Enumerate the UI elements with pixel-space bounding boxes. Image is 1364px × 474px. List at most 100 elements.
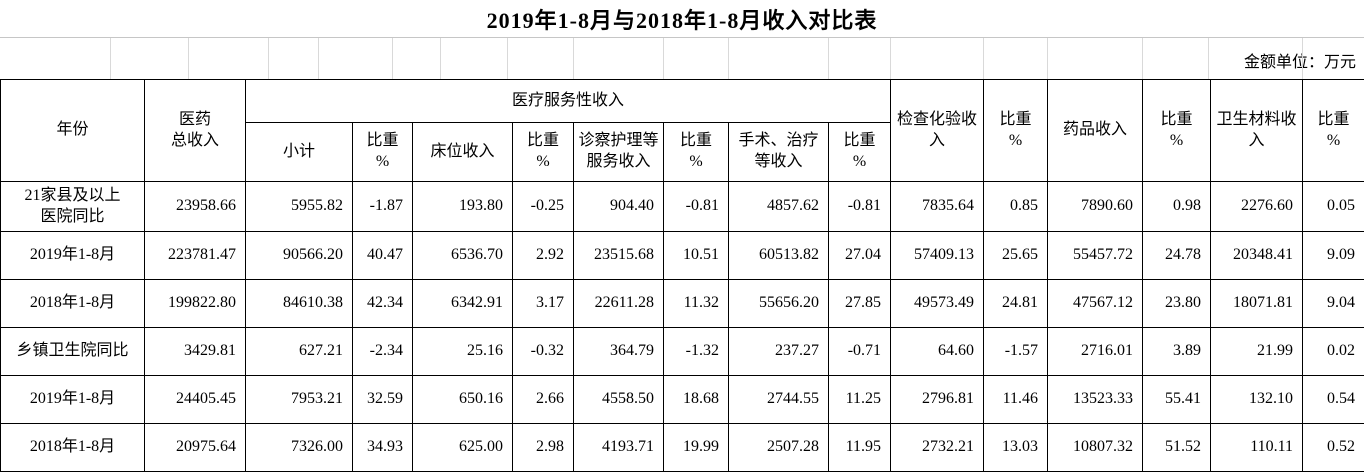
row-label: 2018年1-8月 (0, 279, 145, 328)
table-cell: 19.99 (663, 423, 729, 472)
table-cell: 27.85 (827, 279, 892, 328)
table-cell: 0.98 (1142, 181, 1212, 232)
table-cell: 0.02 (1302, 327, 1364, 376)
table-cell: -2.34 (352, 327, 413, 376)
spreadsheet-gridline (318, 38, 319, 79)
table-cell: 10807.32 (1047, 423, 1144, 472)
table-cell: 23.80 (1142, 279, 1212, 328)
page-title: 2019年1-8月与2018年1-8月收入对比表 (0, 0, 1364, 38)
row-label: 21家县及以上 医院同比 (0, 181, 145, 232)
table-cell: 7326.00 (245, 423, 353, 472)
table-row: 乡镇卫生院同比 3429.81 627.21 -2.34 25.16 -0.32 364.7… (0, 327, 1364, 376)
table-cell: 2.92 (512, 231, 574, 280)
table-row: 2018年1-8月 20975.64 7326.00 34.93 625.00 2.98 4… (0, 423, 1364, 472)
table-cell: -0.81 (663, 181, 729, 232)
spreadsheet-gridline (663, 38, 664, 79)
table-cell: 625.00 (412, 423, 513, 472)
table-cell: -1.32 (663, 327, 729, 376)
table-cell: 11.25 (827, 375, 892, 424)
col-header-year: 年份 (0, 79, 145, 182)
table-cell: 20348.41 (1210, 231, 1304, 280)
row-label: 2019年1-8月 (0, 375, 145, 424)
table-cell: 2744.55 (728, 375, 829, 424)
table-cell: 2796.81 (890, 375, 985, 424)
table-cell: 6342.91 (412, 279, 513, 328)
table-cell: 3429.81 (144, 327, 246, 376)
table-cell: 47567.12 (1047, 279, 1144, 328)
col-header-bed-revenue: 床位收入 (412, 122, 513, 182)
table-cell: -0.32 (512, 327, 574, 376)
spreadsheet-gridline (1142, 38, 1143, 79)
table-cell: 60513.82 (728, 231, 829, 280)
row-label: 2018年1-8月 (0, 423, 145, 472)
table-cell: 4857.62 (728, 181, 829, 232)
spreadsheet-gridline (1208, 38, 1209, 79)
table-cell: 23515.68 (573, 231, 664, 280)
col-header-subtotal: 小计 (245, 122, 353, 182)
table-cell: 18.68 (663, 375, 729, 424)
table-cell: 24.81 (983, 279, 1049, 328)
header-row-1: 年份 医药 总收入 医疗服务性收入 检查化验收 入 比重 % 药品收入 比重 %… (0, 79, 1364, 182)
spreadsheet-gridline (1302, 38, 1303, 79)
table-row: 2019年1-8月 223781.47 90566.20 40.47 6536.70 2.… (0, 231, 1364, 280)
table-cell: -0.71 (827, 327, 892, 376)
table-cell: 650.16 (412, 375, 513, 424)
col-header-inspection-lab-revenue: 检查化验收 入 (890, 79, 985, 182)
table-cell: 23958.66 (144, 181, 246, 232)
table-cell: 24405.45 (144, 375, 246, 424)
spreadsheet-gridline (1047, 38, 1048, 79)
table-cell: 9.04 (1302, 279, 1364, 328)
col-header-proportion: 比重 % (1302, 79, 1364, 182)
table-cell: 9.09 (1302, 231, 1364, 280)
table-cell: 132.10 (1210, 375, 1304, 424)
table-cell: 84610.38 (245, 279, 353, 328)
table-cell: 2.66 (512, 375, 574, 424)
table-cell: 20975.64 (144, 423, 246, 472)
table-cell: 90566.20 (245, 231, 353, 280)
table-cell: 51.52 (1142, 423, 1212, 472)
table-cell: -1.87 (352, 181, 413, 232)
table-cell: 25.65 (983, 231, 1049, 280)
table-cell: 18071.81 (1210, 279, 1304, 328)
spreadsheet-gridline (507, 38, 508, 79)
table-row: 2018年1-8月 199822.80 84610.38 42.34 6342.91 3.… (0, 279, 1364, 328)
table-cell: 7835.64 (890, 181, 985, 232)
table-cell: 11.95 (827, 423, 892, 472)
table-cell: 55.41 (1142, 375, 1212, 424)
table-cell: 3.17 (512, 279, 574, 328)
spreadsheet-gridline (110, 38, 111, 79)
table-cell: 32.59 (352, 375, 413, 424)
col-header-proportion: 比重 % (983, 79, 1049, 182)
table-cell: 42.34 (352, 279, 413, 328)
table-cell: 55457.72 (1047, 231, 1144, 280)
table-cell: 55656.20 (728, 279, 829, 328)
spreadsheet-gridline (728, 38, 729, 79)
table-cell: 0.85 (983, 181, 1049, 232)
table-cell: 904.40 (573, 181, 664, 232)
table-cell: 22611.28 (573, 279, 664, 328)
spreadsheet-gridline (188, 38, 189, 79)
col-group-medical-service-revenue: 医疗服务性收入 (244, 79, 892, 123)
table-row: 21家县及以上 医院同比 23958.66 5955.82 -1.87 193.80 -0… (0, 181, 1364, 232)
spreadsheet-gridline (268, 38, 269, 79)
unit-note-row: 金额单位：万元 (0, 38, 1364, 79)
table-cell: 24.78 (1142, 231, 1212, 280)
table-cell: 34.93 (352, 423, 413, 472)
table-cell: 0.05 (1302, 181, 1364, 232)
header-row-2: 小计 比重 % 床位收入 比重 % 诊察护理等 服务收入 比重 % 手术、治疗 … (1, 122, 1364, 182)
table-cell: 25.16 (412, 327, 513, 376)
table-cell: 4193.71 (573, 423, 664, 472)
row-label: 2019年1-8月 (0, 231, 145, 280)
col-header-proportion: 比重 % (663, 122, 729, 182)
spreadsheet-gridline (440, 38, 441, 79)
table-cell: 21.99 (1210, 327, 1304, 376)
table-cell: 223781.47 (144, 231, 246, 280)
col-header-total-medical-revenue: 医药 总收入 (144, 79, 246, 182)
table-cell: 7953.21 (245, 375, 353, 424)
table-cell: 0.52 (1302, 423, 1364, 472)
col-header-drug-revenue: 药品收入 (1047, 79, 1144, 182)
table-cell: 2276.60 (1210, 181, 1304, 232)
spreadsheet-gridline (392, 38, 393, 79)
table-cell: -0.81 (827, 181, 892, 232)
table-cell: 2716.01 (1047, 327, 1144, 376)
